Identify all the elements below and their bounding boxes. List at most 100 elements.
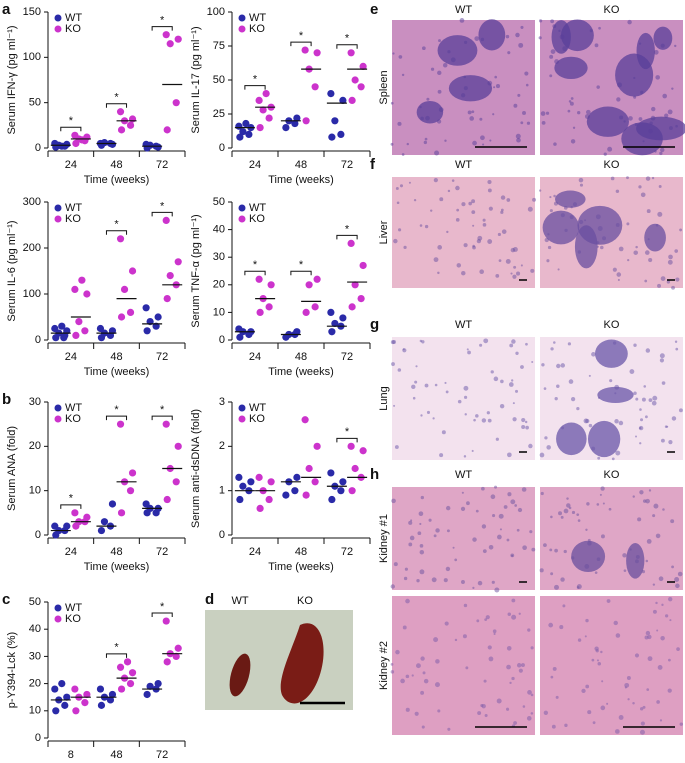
cell	[671, 565, 674, 569]
cell	[629, 369, 635, 374]
y-tick-label: 50	[213, 196, 225, 208]
cell	[645, 348, 651, 353]
cell	[439, 197, 444, 202]
cell	[600, 486, 605, 491]
cell	[626, 222, 630, 226]
cell	[391, 498, 396, 504]
cell	[609, 379, 613, 383]
cell	[540, 111, 546, 116]
row-label: Kidney #1	[378, 514, 390, 563]
cell	[437, 709, 441, 713]
cell	[483, 679, 487, 683]
legend-label: KO	[65, 213, 81, 225]
cell	[481, 418, 487, 423]
cell	[600, 705, 606, 711]
cell	[445, 390, 449, 394]
row-label: Lung	[378, 386, 390, 410]
panel-letter: d	[205, 591, 214, 608]
legend-marker	[54, 604, 62, 612]
data-point	[255, 275, 263, 283]
cell	[454, 638, 458, 642]
cell	[632, 495, 635, 498]
cell	[606, 599, 611, 603]
cell	[433, 637, 439, 643]
column-label: KO	[604, 469, 620, 481]
cell	[423, 678, 429, 684]
cell	[676, 647, 680, 651]
cell	[484, 618, 488, 622]
data-point	[51, 324, 59, 333]
cell	[507, 612, 512, 616]
cell	[567, 342, 571, 346]
histology-image	[539, 176, 683, 290]
significance-star: *	[253, 74, 258, 86]
cell	[482, 549, 487, 554]
cell	[671, 285, 675, 290]
x-tick-label: 24	[65, 546, 77, 558]
cell	[495, 84, 501, 89]
cell	[466, 501, 470, 506]
cell	[602, 502, 605, 505]
cell	[653, 503, 659, 509]
cell	[423, 140, 428, 145]
cell	[652, 514, 656, 518]
cell	[422, 46, 426, 51]
cell	[527, 206, 533, 212]
x-tick-label: 48	[110, 749, 122, 761]
cell	[472, 537, 477, 542]
data-point	[301, 46, 309, 54]
y-tick-label: 0	[35, 142, 41, 154]
histology-image	[390, 596, 535, 735]
legend-label: KO	[65, 613, 81, 625]
spleen-photo	[205, 610, 353, 710]
cell	[515, 389, 519, 393]
y-tick-label: 75	[213, 40, 225, 52]
cell	[438, 39, 441, 43]
cell	[437, 245, 442, 250]
column-label: KO	[604, 159, 620, 171]
cell	[530, 693, 534, 697]
cell	[522, 705, 526, 708]
data-point	[52, 707, 60, 715]
data-point	[154, 680, 162, 688]
legend-label: KO	[65, 23, 81, 35]
x-axis-label: Time (weeks)	[268, 174, 334, 186]
cell	[484, 714, 488, 718]
cell	[494, 75, 498, 79]
cell	[399, 184, 404, 188]
cell	[473, 418, 476, 422]
infiltrate	[587, 420, 621, 458]
histology-image	[392, 177, 537, 288]
cell	[492, 629, 497, 634]
cell	[661, 603, 664, 606]
data-point	[337, 130, 345, 138]
cell	[641, 397, 646, 402]
photo-label: WT	[231, 595, 248, 607]
panel-letter: g	[370, 316, 379, 333]
y-tick-label: 10	[213, 306, 225, 318]
y-tick-label: 1	[219, 485, 225, 497]
cell	[679, 722, 684, 726]
cell	[392, 52, 395, 55]
cell	[472, 224, 475, 227]
y-tick-label: 20	[29, 678, 41, 690]
cell	[550, 675, 554, 679]
data-point	[146, 682, 154, 690]
cell	[461, 491, 464, 494]
data-point	[351, 281, 359, 289]
cell	[627, 19, 632, 25]
cell	[424, 224, 429, 229]
data-point	[291, 119, 299, 128]
cell	[405, 707, 410, 712]
cell	[397, 121, 402, 126]
cell	[539, 452, 545, 458]
data-point	[293, 473, 301, 481]
cell	[651, 176, 655, 180]
cell	[627, 698, 630, 701]
cell	[545, 111, 550, 115]
cell	[524, 420, 528, 424]
data-point	[282, 124, 290, 132]
cell	[549, 196, 552, 199]
histology-image	[539, 486, 683, 590]
cell	[606, 702, 609, 705]
